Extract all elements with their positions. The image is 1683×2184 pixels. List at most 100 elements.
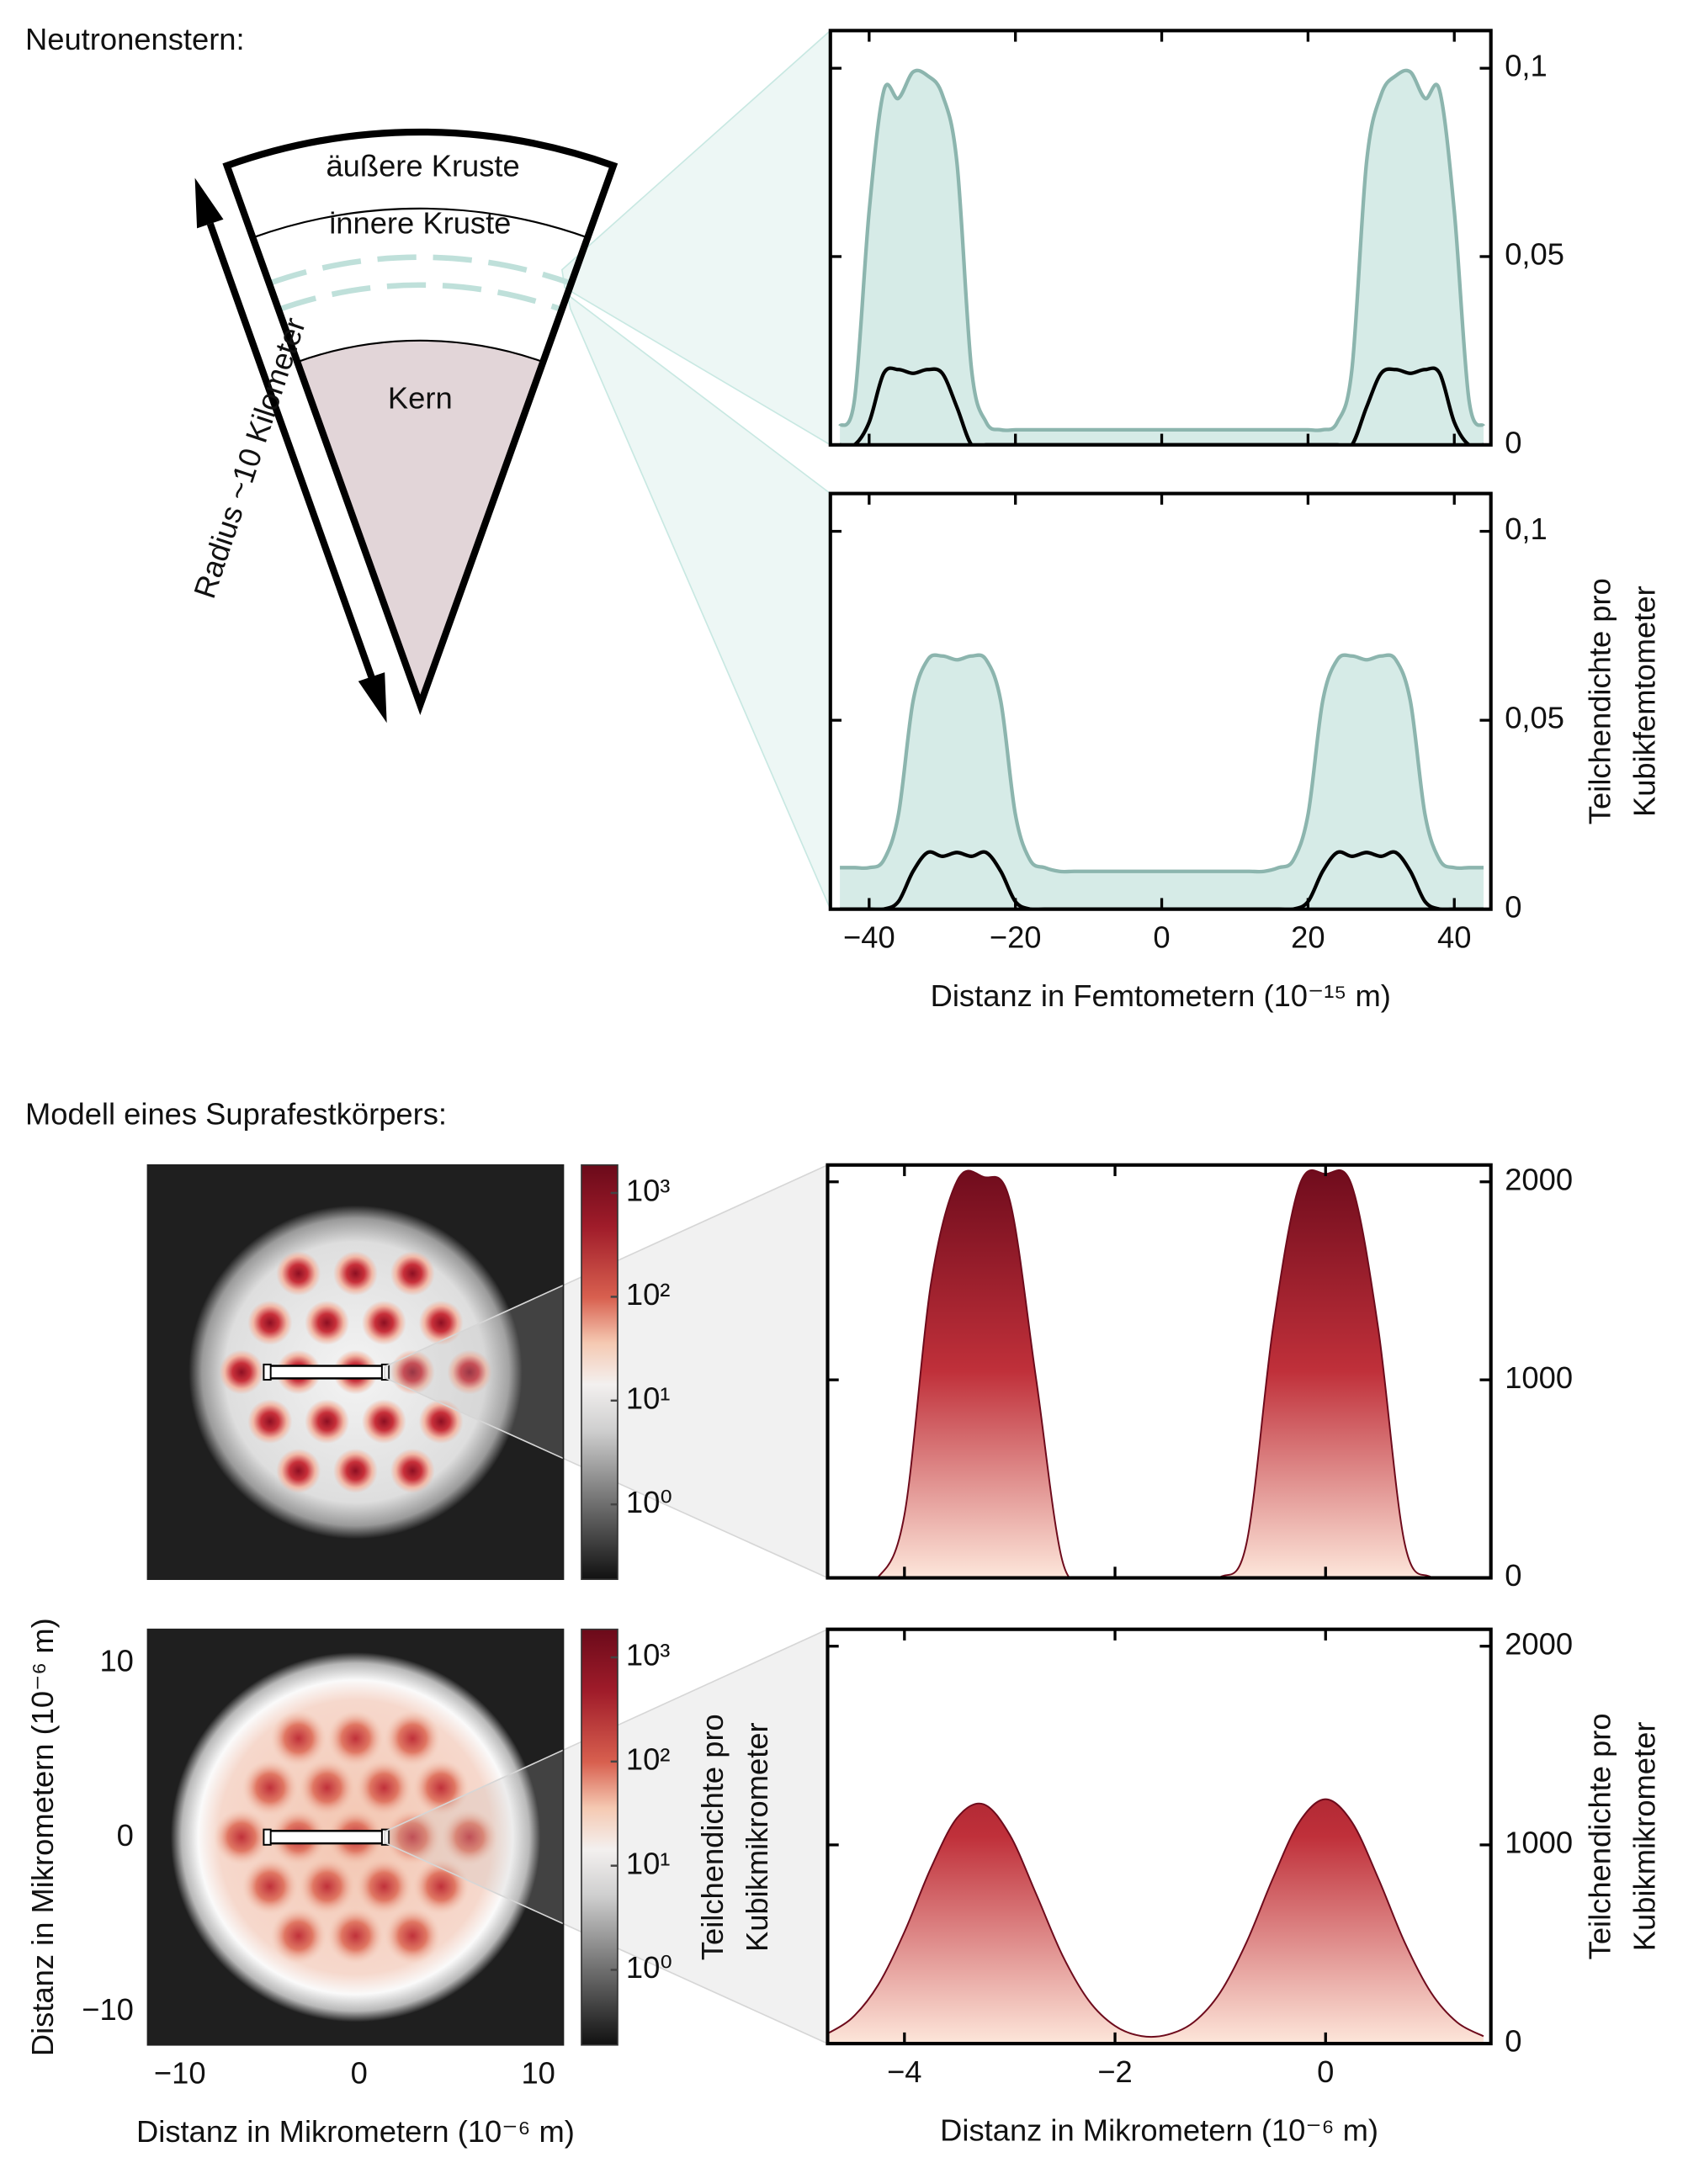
density-droplet [276, 1448, 321, 1493]
arrow-head [194, 178, 224, 229]
x-tick-label: 0 [1317, 2054, 1334, 2089]
colorbar-tick-label: 10¹ [626, 1846, 671, 1880]
density-droplet [270, 1710, 327, 1767]
density-droplet [247, 1300, 293, 1345]
x-axis-label: Distanz in Mikrometern (10⁻⁶ m) [940, 2112, 1378, 2147]
y-tick-label: 0,1 [1505, 512, 1548, 546]
x-tick-label: −4 [887, 2054, 921, 2089]
density-droplet [299, 1858, 355, 1915]
density-droplet [242, 1858, 298, 1915]
y-tick-label: 0 [1505, 1558, 1521, 1593]
y-tick-label: 0 [1505, 889, 1521, 924]
star-wedge [222, 128, 619, 716]
y-tick-label: 1000 [1505, 1826, 1573, 1860]
density-droplet [327, 1710, 384, 1767]
colorbar-tick-label: 10⁰ [626, 1485, 672, 1519]
y-axis-label: Teilchendichte pro [695, 1714, 730, 1960]
cut-marker [267, 1365, 386, 1380]
layer-label: äußere Kruste [326, 149, 519, 183]
x-tick-label: 40 [1437, 920, 1471, 955]
y-tick-label: 2000 [1505, 1626, 1573, 1661]
image-frame [146, 1628, 565, 2046]
pasta-layer [277, 282, 563, 313]
density-droplet [219, 1349, 264, 1395]
density-image [147, 1629, 564, 2045]
y-axis-label: Teilchendichte pro [1582, 1713, 1617, 1959]
y-axis-label: Distanz in Mikrometern (10⁻⁶ m) [25, 1618, 60, 2056]
colorbar-tick-label: 10³ [626, 1638, 671, 1672]
colorbar-tick-label: 10² [626, 1277, 671, 1312]
density-droplet [270, 1907, 327, 1964]
section-title: Neutronenstern: [25, 22, 245, 56]
line [840, 366, 1484, 445]
density-droplet [213, 1809, 270, 1865]
y-tick-label: 0 [1505, 425, 1521, 459]
image-frame [146, 1164, 565, 1581]
density-droplet [242, 1760, 298, 1816]
y-tick-label: 0,1 [1505, 49, 1548, 83]
radius-arrow [206, 222, 375, 679]
density-droplet [276, 1251, 321, 1296]
plot-frame [828, 491, 1493, 911]
density-droplet [413, 1760, 470, 1816]
colorbar-tick-label: 10¹ [626, 1381, 671, 1415]
section-title: Modell eines Suprafestkörpers: [25, 1097, 447, 1132]
y-tick-label: 1000 [1505, 1360, 1573, 1395]
x-tick-label: −10 [154, 2056, 206, 2091]
plot-frame [828, 29, 1493, 447]
density-droplet [413, 1858, 470, 1915]
x-tick-label: −40 [843, 920, 895, 955]
x-tick-label: 0 [351, 2056, 368, 2091]
line [827, 1169, 1484, 1578]
density-droplet [447, 1349, 492, 1395]
density-droplet [305, 1300, 350, 1345]
layer-line [296, 339, 544, 363]
x-tick-label: 20 [1291, 920, 1325, 955]
arrow-head [358, 672, 387, 724]
density-droplet [361, 1399, 406, 1445]
line [840, 850, 1484, 909]
density-droplet [333, 1251, 378, 1296]
colorbar-tick-label: 10² [626, 1741, 671, 1776]
y-axis-label: Kubikmikrometer [1627, 1722, 1661, 1952]
cut-marker [267, 1830, 386, 1845]
density-droplet [356, 1760, 412, 1816]
y-axis-label: Kubikmikrometer [740, 1722, 774, 1952]
density-droplet [361, 1300, 406, 1345]
x-axis-label: Distanz in Femtometern (10⁻¹⁵ m) [931, 978, 1391, 1013]
density-droplet [333, 1448, 378, 1493]
cut-marker-end [263, 1363, 272, 1381]
density-droplet [385, 1809, 441, 1865]
y-tick-label: 0,05 [1505, 237, 1564, 272]
colorbar-tick-label: 10³ [626, 1174, 671, 1208]
y-axis-label: Kubikfemtometer [1627, 586, 1661, 817]
density-droplet [327, 1907, 384, 1964]
line [840, 653, 1484, 874]
x-axis-label: Distanz in Mikrometern (10⁻⁶ m) [136, 2114, 575, 2149]
plot-frame [826, 1163, 1493, 1580]
plot-frame [826, 1627, 1493, 2046]
colorbar [581, 1628, 619, 2046]
density-droplet [390, 1349, 435, 1395]
density-droplet [247, 1399, 293, 1445]
y-tick-label: 0,05 [1505, 701, 1564, 735]
y-tick-label: 10 [99, 1644, 133, 1678]
colorbar [581, 1164, 619, 1581]
area-fill [827, 1169, 1484, 1578]
layer-label: innere Kruste [329, 205, 511, 240]
area-fill [827, 1799, 1484, 2044]
y-axis-label: Teilchendichte pro [1582, 578, 1617, 824]
density-droplet [385, 1907, 441, 1964]
pasta-layer [268, 254, 572, 286]
x-tick-label: −20 [990, 920, 1042, 955]
density-droplet [418, 1399, 464, 1445]
line [827, 1798, 1484, 2038]
density-droplet [305, 1399, 350, 1445]
layer-label: Kern [388, 381, 453, 416]
density-droplet [390, 1251, 435, 1296]
line [838, 68, 1485, 432]
core-fill [297, 340, 544, 705]
x-tick-label: 0 [1153, 920, 1170, 955]
